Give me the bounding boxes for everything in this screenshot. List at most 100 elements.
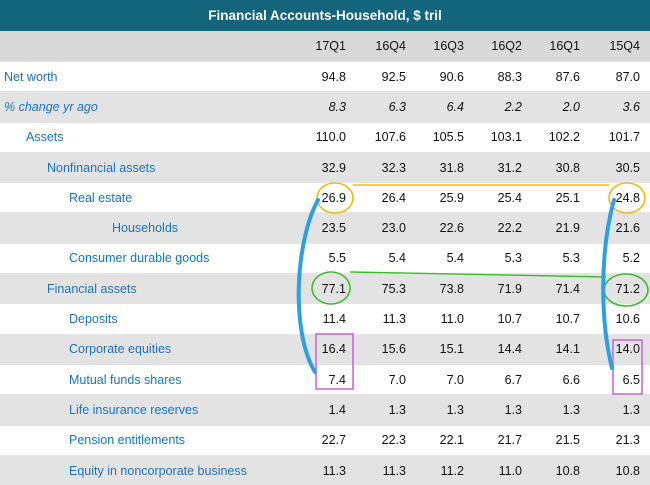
table-cell: 3.6 <box>622 99 640 114</box>
table-cell: 1.4 <box>328 402 346 417</box>
table-cell: 105.5 <box>432 130 464 145</box>
row-label: Life insurance reserves <box>69 402 199 417</box>
table-cell: 71.9 <box>497 281 522 296</box>
table-row: Assets 110.0 107.6 105.5 103.1 102.2 101.7 <box>0 121 650 152</box>
table-cell: 15.6 <box>381 342 406 357</box>
table-cell: 1.3 <box>562 402 580 417</box>
row-label: Corporate equities <box>69 342 172 357</box>
row-label: Net worth <box>4 69 58 84</box>
table-row: Households 23.5 23.0 22.6 22.2 21.9 21.6 <box>0 212 650 243</box>
table-cell: 11.3 <box>322 463 346 478</box>
table-cell: 30.8 <box>555 160 580 175</box>
table-cell: 10.7 <box>555 312 580 327</box>
table-cell: 22.6 <box>439 221 464 236</box>
table-cell: 32.3 <box>381 160 406 175</box>
table-cell: 16.4 <box>321 342 346 357</box>
table-cell: 7.4 <box>328 372 346 387</box>
table-cell: 2.2 <box>504 99 522 114</box>
row-label: Households <box>112 221 179 236</box>
table-cell: 22.3 <box>381 433 406 448</box>
table-cell: 25.1 <box>555 190 580 205</box>
table-cell: 10.8 <box>615 463 640 478</box>
table-row: Mutual funds shares 7.4 7.0 7.0 6.7 6.6 6.5 <box>0 363 650 394</box>
table-cell: 5.4 <box>388 251 406 266</box>
table-cell: 31.2 <box>497 160 522 175</box>
table-cell: 23.0 <box>381 221 406 236</box>
table-cell: 87.0 <box>615 69 640 84</box>
table-cell: 6.3 <box>388 99 406 114</box>
row-label: Equity in noncorporate business <box>69 463 247 478</box>
table-cell: 5.3 <box>562 251 580 266</box>
table-row: Deposits 11.4 11.3 11.0 10.7 10.7 10.6 <box>0 303 650 333</box>
table-cell: 30.5 <box>615 160 640 175</box>
table-cell: 71.4 <box>555 281 580 296</box>
table-cell: 5.4 <box>446 251 464 266</box>
column-header: 16Q1 <box>549 39 580 53</box>
column-header: 15Q4 <box>609 39 640 53</box>
table-row: Equity in noncorporate business 11.3 11.3 1… <box>0 454 650 485</box>
row-label: Deposits <box>69 312 118 327</box>
table-cell: 22.2 <box>497 221 522 236</box>
header-row: 17Q1 16Q4 16Q3 16Q2 16Q1 15Q4 <box>0 31 650 61</box>
table-cell: 88.3 <box>497 69 522 84</box>
table-cell: 22.1 <box>439 433 464 448</box>
table-cell: 6.7 <box>504 372 522 387</box>
table-row: Financial assets 77.1 75.3 73.8 71.9 71.4 71.2 <box>0 273 650 304</box>
column-header: 16Q2 <box>491 39 522 53</box>
table-cell: 24.8 <box>615 190 640 205</box>
table-cell: 21.7 <box>497 433 522 448</box>
table-cell: 10.8 <box>555 463 580 478</box>
table-cell: 1.3 <box>388 402 406 417</box>
table-cell: 71.2 <box>615 281 640 296</box>
table-row: Net worth 94.8 92.5 90.6 88.3 87.6 87.0 <box>0 61 650 91</box>
table-cell: 107.6 <box>374 130 406 145</box>
row-label: Mutual funds shares <box>69 372 182 387</box>
row-label: Pension entitlements <box>69 433 186 448</box>
table-cell: 1.3 <box>446 402 464 417</box>
table-cell: 21.9 <box>555 221 580 236</box>
table-cell: 31.8 <box>439 160 464 175</box>
table-cell: 77.1 <box>321 281 346 296</box>
table-cell: 5.3 <box>504 251 522 266</box>
table-cell: 87.6 <box>555 69 580 84</box>
table-cell: 103.1 <box>490 130 522 145</box>
table-cell: 21.6 <box>615 221 640 236</box>
table-row: Corporate equities 16.4 15.6 15.1 14.4 14.1 14… <box>0 333 650 364</box>
table-row: Real estate 26.9 26.4 25.9 25.4 25.1 24.8 <box>0 182 650 212</box>
column-header: 17Q1 <box>315 39 346 53</box>
table-cell: 26.9 <box>321 190 346 205</box>
table-cell: 11.0 <box>498 463 522 478</box>
column-header: 16Q3 <box>433 39 464 53</box>
table-cell: 90.6 <box>439 69 464 84</box>
table-cell: 15.1 <box>439 342 464 357</box>
table-cell: 110.0 <box>315 130 346 145</box>
row-label: Nonfinancial assets <box>47 160 156 175</box>
table-cell: 5.5 <box>328 251 346 266</box>
row-label: % change yr ago <box>4 99 98 114</box>
row-label: Real estate <box>69 190 133 205</box>
table-cell: 92.5 <box>381 69 406 84</box>
table-row: Life insurance reserves 1.4 1.3 1.3 1.3 1.3 1.… <box>0 394 650 425</box>
table-cell: 25.9 <box>439 190 464 205</box>
table-cell: 8.3 <box>328 99 346 114</box>
table-cell: 26.4 <box>381 190 406 205</box>
table-cell: 94.8 <box>321 69 346 84</box>
table-cell: 11.3 <box>382 463 406 478</box>
table-cell: 2.0 <box>562 99 580 114</box>
table-row: Nonfinancial assets 32.9 32.3 31.8 31.2 30.8 3… <box>0 151 650 183</box>
table-cell: 11.4 <box>322 312 346 327</box>
table-cell: 5.2 <box>622 251 640 266</box>
table-cell: 22.7 <box>321 433 346 448</box>
table-cell: 14.0 <box>615 342 640 357</box>
table-cell: 21.3 <box>615 433 640 448</box>
row-label: Assets <box>26 130 64 145</box>
table-cell: 1.3 <box>622 402 640 417</box>
table-title: Financial Accounts-Household, $ tril <box>0 0 650 31</box>
table-cell: 25.4 <box>497 190 522 205</box>
table-cell: 101.7 <box>608 130 640 145</box>
table-cell: 14.1 <box>555 342 580 357</box>
table-cell: 6.5 <box>622 372 640 387</box>
table-cell: 6.6 <box>562 372 580 387</box>
table-cell: 75.3 <box>381 281 406 296</box>
table-cell: 10.7 <box>497 312 522 327</box>
